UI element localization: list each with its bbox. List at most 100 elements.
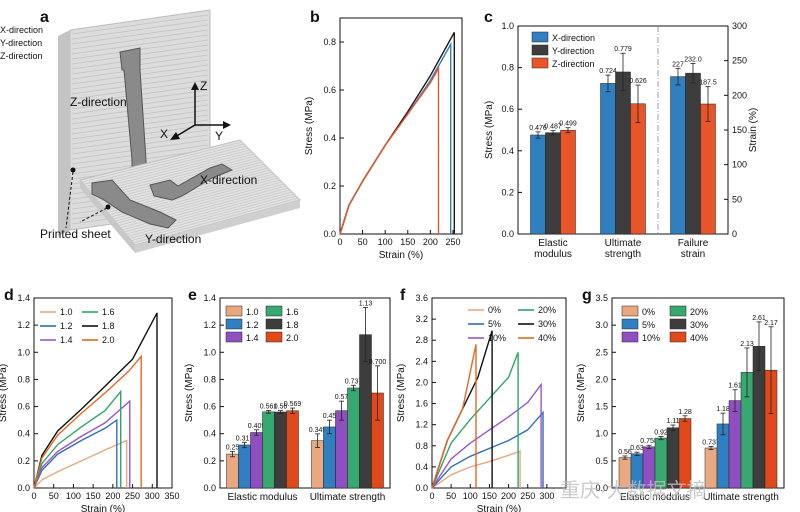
legend-label: 0% xyxy=(642,307,655,317)
data-label: 0.349 xyxy=(309,427,327,434)
y-arrowhead-icon xyxy=(223,121,231,129)
y2-tick-label: 150 xyxy=(732,125,747,135)
data-label: 232.0 xyxy=(684,56,702,63)
y-axis-title: Stress (MPa) xyxy=(304,97,315,155)
y-tick-label: 2.4 xyxy=(415,356,428,366)
data-label: 187.5 xyxy=(699,80,717,87)
legend-label: 2.0 xyxy=(102,335,115,345)
category-label: strength xyxy=(605,249,641,260)
y-tick-label: 0.2 xyxy=(501,187,514,197)
x-axis-title: Strain (%) xyxy=(379,250,423,261)
category-label: strain xyxy=(681,249,705,260)
legend-swatch xyxy=(225,331,243,343)
y-tick-label: 1.6 xyxy=(415,399,428,409)
legend-label: Z-direction xyxy=(552,59,595,69)
y-tick-label: 0.4 xyxy=(323,133,336,143)
bar-1.8 xyxy=(274,411,287,489)
leader-line-2 xyxy=(79,207,108,223)
chart-c: 0.0 0.2 0.4 0.6 0.8 1.0 Stress (MPa) Elasticmod… xyxy=(484,21,759,260)
plot-frame xyxy=(339,17,463,235)
series-line-1.2 xyxy=(33,418,118,489)
y-tick-label: 0.8 xyxy=(501,63,514,73)
series-line-1.8 xyxy=(33,312,158,489)
data-label: 1.13 xyxy=(359,301,373,308)
sheet-hatch-line xyxy=(125,189,291,235)
legend-swatch xyxy=(531,57,549,69)
bar-1.2 xyxy=(323,426,336,489)
panel-label-e: e xyxy=(188,287,197,304)
panel-a-illustration: Z X Y Z-direction X-direction Y-directio… xyxy=(40,9,301,253)
data-label: 2.13 xyxy=(740,341,754,348)
legend-label: 20% xyxy=(538,305,556,315)
sheet-hatch-line xyxy=(127,191,293,237)
y2-tick-label: 100 xyxy=(732,160,747,170)
legend-label: 1.6 xyxy=(102,307,115,317)
x-tick-label: 350 xyxy=(164,491,179,501)
bar-2.0 xyxy=(286,410,299,489)
x-tick-label: 250 xyxy=(125,491,140,501)
data-label: 0.626 xyxy=(629,78,647,85)
legend-swatch xyxy=(669,305,687,317)
y-tick-label: 0.0 xyxy=(203,483,216,493)
data-label: 0.409 xyxy=(248,423,266,430)
x-tick-label: 300 xyxy=(539,491,554,501)
leader-dot-2 xyxy=(105,204,111,210)
vertical-sheet-side xyxy=(58,30,70,236)
y-tick-label: 3.0 xyxy=(595,320,608,330)
data-label: 0.25 xyxy=(226,444,240,451)
sheet-hatch-line xyxy=(129,193,295,239)
legend-swatch xyxy=(669,331,687,343)
leader-dot-1 xyxy=(70,167,76,173)
bar-1.6 xyxy=(347,387,360,489)
legend-swatch xyxy=(621,318,639,330)
x-tick-label: 0 xyxy=(429,491,434,501)
leader-line-1 xyxy=(65,171,74,229)
y-tick-label: 1.2 xyxy=(17,320,30,330)
y-tick-label: 0.8 xyxy=(415,441,428,451)
bar-1.4 xyxy=(250,432,263,489)
legend-label: 1.0 xyxy=(60,307,73,317)
category-label: Ultimate xyxy=(605,238,642,249)
chart-d: 0 50 100 150 200 250 300 350 0.0 0.2 0.4 0.6 0.8 1.0 1… xyxy=(0,293,180,512)
series-line-20% xyxy=(431,352,519,489)
sheet-hatch-line xyxy=(71,34,209,55)
x-tick-label: 250 xyxy=(520,491,535,501)
z-direction-label: Z-direction xyxy=(70,95,127,109)
data-label: 227 xyxy=(672,61,684,68)
data-label: 0.700 xyxy=(369,359,387,366)
data-label: 0.758 xyxy=(640,438,658,445)
y-tick-label: 1.5 xyxy=(595,402,608,412)
y-tick-label: 1.2 xyxy=(203,320,216,330)
y-direction-label: Y-direction xyxy=(145,232,201,246)
bar-1.0 xyxy=(226,453,239,489)
x-direction-label: X-direction xyxy=(200,173,257,187)
series-line-10% xyxy=(431,382,542,489)
horizontal-sheet-side xyxy=(80,180,135,253)
y-tick-label: 0.8 xyxy=(323,37,336,47)
bar-X-direction xyxy=(600,83,616,235)
legend-label: 0% xyxy=(488,305,501,315)
sheet-hatch-line xyxy=(83,143,245,185)
data-label: 0.561 xyxy=(260,404,278,411)
chart-g: 0.0 0.5 1.0 1.5 2.0 2.5 3.0 3.5 Stress (MPa) Elas… xyxy=(576,293,785,503)
legend-swatch xyxy=(669,318,687,330)
data-label: 0.499 xyxy=(559,121,577,128)
x-tick-label: 300 xyxy=(145,491,160,501)
data-label: 2.61 xyxy=(752,315,766,322)
sheet-hatch-line xyxy=(133,197,299,244)
y-tick-label: 0.4 xyxy=(415,462,428,472)
bar-Y-direction xyxy=(685,72,701,235)
x-tick-label: 50 xyxy=(358,237,368,247)
bar-Y-direction xyxy=(615,71,631,235)
bar-Z-direction xyxy=(700,103,716,235)
bar-40% xyxy=(678,418,692,489)
x-tick-label: 150 xyxy=(400,237,415,247)
category-label: Elastic xyxy=(538,238,567,249)
data-label: 1.28 xyxy=(678,409,692,416)
y2-axis-title: Strain (%) xyxy=(748,108,759,152)
y-tick-label: 0.0 xyxy=(415,483,428,493)
legend-label: 1.2 xyxy=(246,320,259,330)
z-arrowhead-icon xyxy=(191,82,199,90)
series-line-0% xyxy=(431,450,521,489)
